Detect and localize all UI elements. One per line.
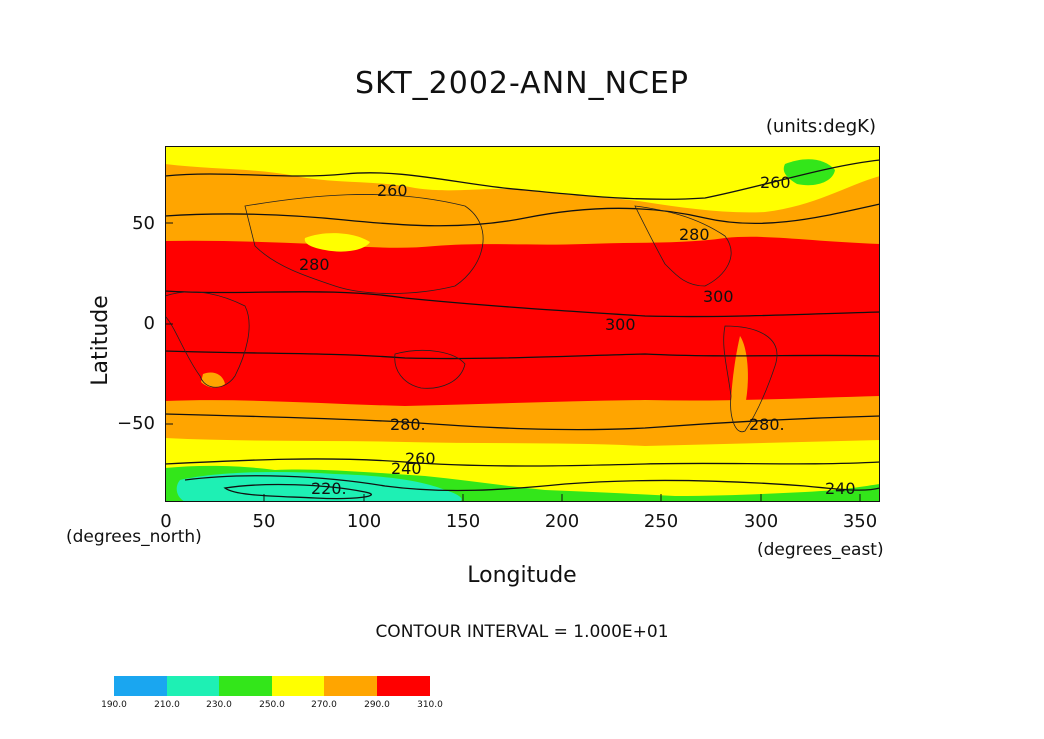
contour-280-north bbox=[164, 203, 881, 227]
colorbar-label: 190.0 bbox=[101, 700, 127, 710]
colorbar-swatch bbox=[166, 676, 220, 696]
contour-label: 280. bbox=[749, 415, 785, 434]
contour-label: 280 bbox=[299, 255, 330, 274]
x-tick-0: 0 bbox=[160, 511, 172, 532]
eurasia-outline bbox=[244, 194, 484, 294]
colorbar-label: 270.0 bbox=[311, 700, 337, 710]
temperature-map: 260 260 280 280 300 300 280. 280. 260 24… bbox=[164, 146, 881, 502]
colorbar-label: 290.0 bbox=[364, 700, 390, 710]
map-title: SKT_2002-ANN_NCEP bbox=[354, 66, 690, 101]
y-tick-50: 50 bbox=[132, 213, 155, 234]
south-america-outline bbox=[723, 325, 778, 433]
x-tick-200: 200 bbox=[544, 511, 580, 532]
contour-280-south bbox=[164, 413, 881, 431]
y-tick-neg50: −50 bbox=[117, 413, 155, 434]
units-label: (units:degK) bbox=[765, 116, 876, 137]
contour-label: 260 bbox=[760, 173, 791, 192]
y-axis-title: Latitude bbox=[87, 295, 113, 386]
south-africa-patch bbox=[201, 372, 225, 388]
x-axis-title: Longitude bbox=[467, 563, 577, 588]
contour-label: 280 bbox=[679, 225, 710, 244]
contour-label: 260 bbox=[377, 181, 408, 200]
contour-300-south bbox=[164, 350, 881, 360]
x-unit-label: (degrees_east) bbox=[757, 540, 884, 560]
x-tick-150: 150 bbox=[445, 511, 481, 532]
colorbar-swatch bbox=[271, 676, 325, 696]
contour-label: 300 bbox=[605, 315, 636, 334]
y-tick-0: 0 bbox=[143, 313, 155, 334]
greenland-patch bbox=[783, 159, 835, 186]
contour-240-south bbox=[184, 475, 881, 492]
contour-260-south bbox=[164, 458, 881, 467]
x-tick-50: 50 bbox=[252, 511, 276, 532]
africa-outline bbox=[164, 291, 250, 388]
colorbar bbox=[114, 676, 430, 696]
contour-interval-text: CONTOUR INTERVAL = 1.000E+01 bbox=[375, 622, 669, 642]
contour-label: 240 bbox=[391, 459, 422, 478]
x-tick-300: 300 bbox=[743, 511, 779, 532]
contour-260-north bbox=[164, 159, 881, 200]
australia-outline bbox=[394, 349, 466, 389]
colorbar-label: 310.0 bbox=[417, 700, 443, 710]
colorbar-swatch bbox=[114, 676, 167, 696]
colorbar-swatch bbox=[324, 676, 377, 696]
x-tick-100: 100 bbox=[346, 511, 382, 532]
north-cool-band bbox=[165, 146, 880, 213]
contour-label: 240 bbox=[825, 479, 856, 498]
y-unit-label: (degrees_north) bbox=[66, 527, 202, 547]
x-tick-350: 350 bbox=[842, 511, 878, 532]
contour-220-south bbox=[223, 483, 372, 500]
contour-300-north bbox=[164, 290, 881, 318]
north-america-outline bbox=[634, 205, 732, 287]
map-plot-area: 260 260 280 280 300 300 280. 280. 260 24… bbox=[164, 146, 881, 506]
contour-label: 220. bbox=[311, 479, 347, 498]
contour-label: 300 bbox=[703, 287, 734, 306]
colorbar-label: 210.0 bbox=[154, 700, 180, 710]
colorbar-label: 230.0 bbox=[206, 700, 232, 710]
colorbar-swatch bbox=[376, 676, 430, 696]
colorbar-label: 250.0 bbox=[259, 700, 285, 710]
x-tick-250: 250 bbox=[643, 511, 679, 532]
contour-label: 280. bbox=[390, 415, 426, 434]
contour-label: 260 bbox=[405, 449, 436, 468]
tibet-patch bbox=[304, 233, 370, 252]
colorbar-swatch bbox=[219, 676, 272, 696]
